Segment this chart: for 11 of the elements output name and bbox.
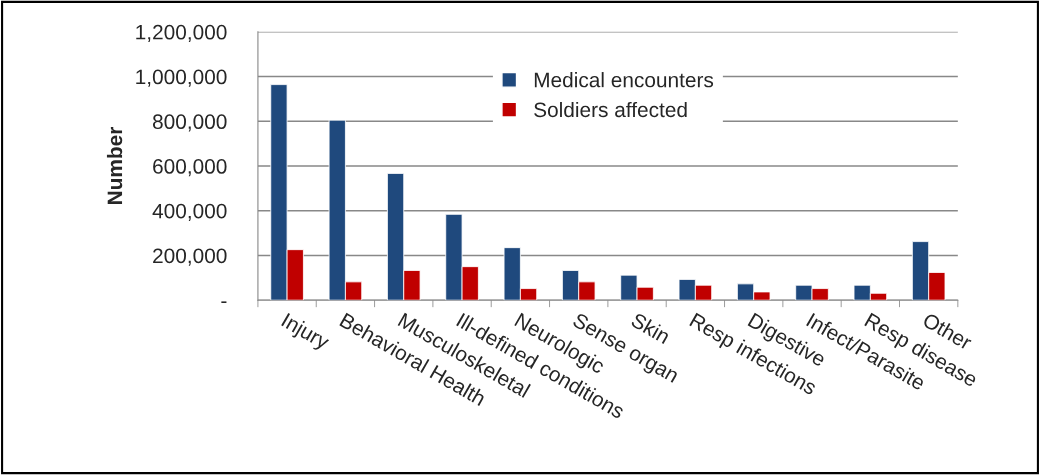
y-tick-label: 800,000 — [152, 114, 227, 132]
x-tick-label: Skin — [630, 311, 671, 345]
y-axis-title: Number — [106, 126, 123, 204]
y-tick-label: 1,200,000 — [136, 24, 227, 43]
legend-label: Soldiers affected — [534, 101, 687, 118]
y-tick-label: 1,000,000 — [136, 69, 227, 87]
legend-label: Medical encounters — [534, 72, 714, 88]
y-tick-label: 400,000 — [152, 203, 227, 221]
y-tick-label: 600,000 — [153, 159, 227, 177]
y-tick-label: 200,000 — [153, 248, 227, 266]
y-tick-label: - — [221, 301, 227, 304]
